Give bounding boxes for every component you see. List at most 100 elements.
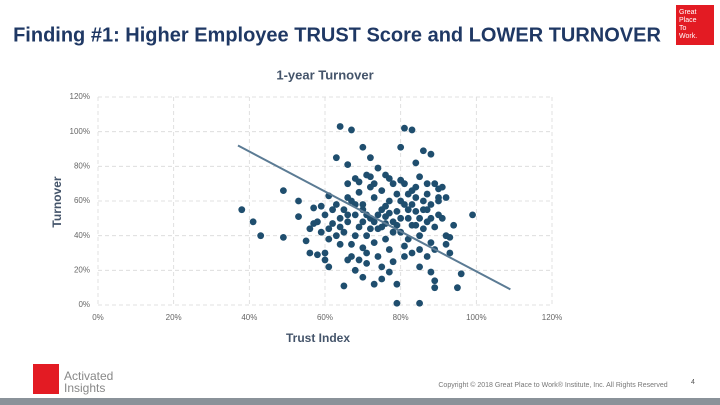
point [416,299,423,307]
point [389,228,397,236]
y-tick-label: 80% [74,161,90,170]
point [393,190,401,198]
point [351,211,359,219]
point [355,178,363,186]
y-axis-label: Turnover [50,176,64,227]
point [431,284,439,292]
point [344,194,352,201]
point [321,211,329,219]
point [389,258,397,266]
point [378,275,386,283]
point [412,194,420,201]
x-axis-label: Trust Index [286,331,350,345]
x-tick-label: 60% [317,313,333,322]
point [401,180,408,188]
point [423,190,431,198]
point [363,232,371,240]
point [336,240,344,248]
point [423,206,431,214]
footer-logo [33,364,59,394]
point [404,214,412,222]
point [438,214,446,222]
point [401,242,408,250]
x-tick-label: 40% [241,313,257,322]
point [359,244,367,252]
point [325,263,333,271]
point [427,239,435,247]
point [306,249,314,257]
point [329,220,336,227]
point [442,232,450,240]
point [370,218,378,226]
point [321,256,329,264]
point [370,239,378,247]
point [359,273,367,281]
point [321,249,329,257]
point [317,202,325,210]
point [408,249,416,257]
y-tick-label: 60% [74,196,90,205]
point [397,143,405,151]
point [374,211,382,219]
page-number: 4 [691,379,695,386]
point [450,221,458,229]
point [419,225,427,233]
y-tick-label: 0% [78,300,90,309]
copyright: Copyright © 2018 Great Place to Work® In… [438,381,667,389]
point [317,228,325,236]
point [431,180,439,188]
point [385,246,393,253]
y-tick-label: 120% [70,92,90,101]
point [310,204,318,212]
logo-text: To [679,25,687,32]
point [302,237,310,245]
point [314,218,321,226]
point [348,240,355,248]
point [378,223,386,231]
point [378,263,386,271]
point [332,201,340,208]
x-tick-label: 100% [466,313,486,322]
x-tick-label: 80% [393,313,409,322]
point [370,194,378,201]
point [412,221,420,229]
point [340,228,348,236]
logo-box [676,5,714,45]
point [367,154,374,162]
point [469,211,476,219]
point [416,173,423,181]
point [457,270,465,278]
point [427,150,435,158]
point [332,154,340,162]
point [351,266,359,274]
chart-title: 1-year Turnover [276,67,373,82]
point [340,282,348,290]
point [435,197,442,205]
point [249,218,257,226]
point [344,161,352,169]
point [295,197,302,205]
point [393,299,401,307]
point [257,232,265,240]
footer-brand: Activated [64,369,113,383]
point [446,249,454,257]
point [435,185,442,193]
point [385,209,393,217]
point [408,201,416,208]
point [427,268,435,276]
point [389,180,397,188]
point [404,206,412,214]
point [397,197,405,205]
x-tick-label: 0% [92,313,104,322]
point [397,214,405,222]
point [367,225,374,233]
point [370,280,378,288]
point [442,194,450,201]
point [314,251,321,259]
point [385,197,393,205]
point [427,201,435,208]
point [329,206,336,214]
slide-title: Finding #1: Higher Employee TRUST Score … [13,24,661,46]
plot: 0% 20% 40% 60% 80% 100% 120% 0% 20% 40% 60% 80% 100%… [70,92,563,322]
point [344,218,352,226]
